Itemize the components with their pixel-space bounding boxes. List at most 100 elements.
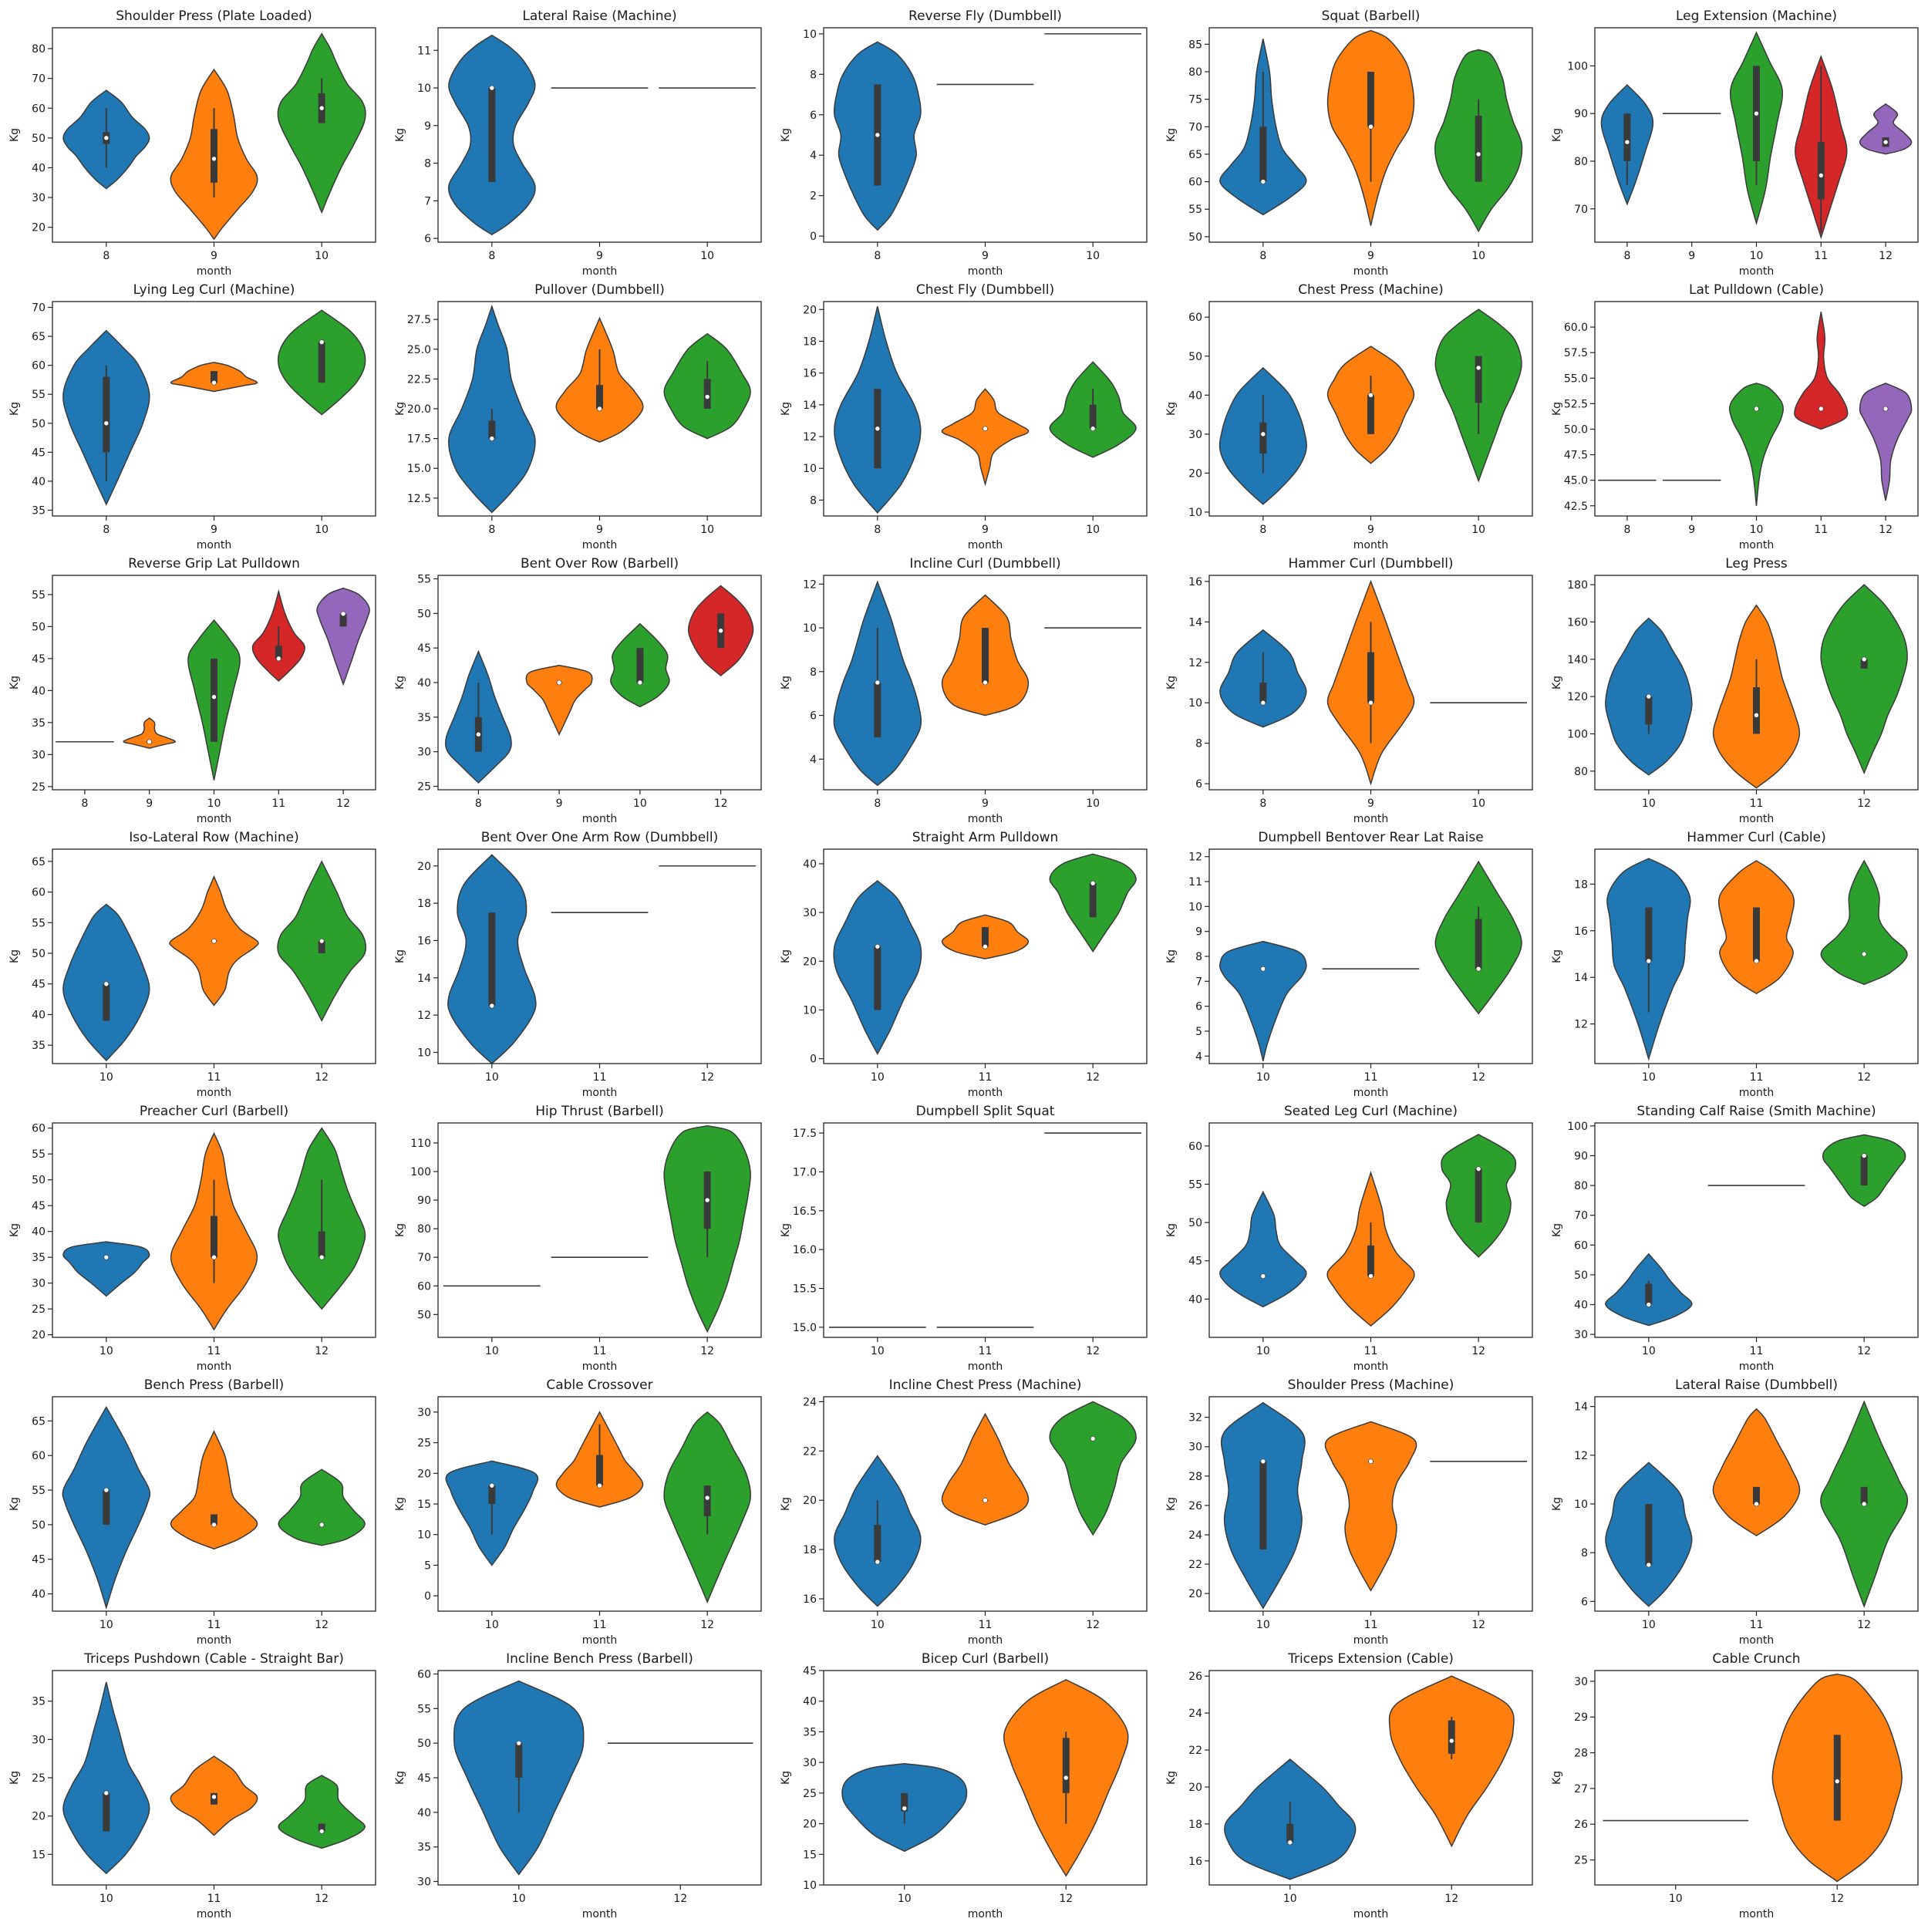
violin-body — [941, 1412, 1030, 1526]
y-tick-label: 55 — [32, 389, 46, 401]
x-tick-label: 10 — [1086, 250, 1100, 262]
y-tick-label: 50 — [1188, 1217, 1202, 1229]
violin-iqr-box — [874, 683, 881, 737]
x-axis-label: month — [197, 1908, 231, 1920]
violin-median-dot — [319, 1829, 325, 1834]
x-axis-label: month — [1353, 1908, 1388, 1920]
y-tick-label: 14 — [417, 973, 431, 985]
y-tick-label: 15.0 — [407, 463, 431, 475]
violin-median-dot — [1260, 1273, 1266, 1279]
violin-iqr-box — [211, 1514, 217, 1525]
y-tick-label: 57.5 — [1564, 347, 1588, 359]
y-tick-label: 20 — [32, 1811, 46, 1823]
y-tick-label: 11 — [1188, 876, 1202, 888]
x-tick-label: 10 — [315, 250, 329, 262]
y-axis-label: Kg — [1551, 128, 1563, 142]
violin-iqr-box — [1623, 113, 1631, 161]
violin-median-dot — [1090, 426, 1096, 432]
y-axis-label: Kg — [8, 1497, 21, 1511]
y-tick-label: 40 — [32, 476, 46, 488]
violin-median-dot — [319, 1522, 325, 1528]
violin-median-dot — [211, 1254, 217, 1260]
subplot-frame — [437, 1670, 762, 1886]
x-tick-label: 12 — [1086, 1345, 1100, 1357]
y-tick-label: 10 — [1574, 1499, 1588, 1511]
violin-iqr-box — [1286, 1823, 1294, 1843]
y-tick-label: 8 — [424, 158, 431, 170]
violin-iqr-box — [318, 1231, 325, 1258]
violin-median-dot — [489, 436, 495, 441]
y-tick-label: 47.5 — [1564, 450, 1588, 462]
subplot-frame — [823, 27, 1148, 243]
y-tick-label: 25 — [1574, 1855, 1588, 1867]
y-tick-label: 14 — [1574, 972, 1588, 984]
violin-median-dot — [211, 379, 217, 386]
y-tick-label: 35 — [803, 1726, 817, 1738]
x-tick-label: 8 — [488, 524, 495, 536]
subplot-frame — [1208, 27, 1533, 243]
x-tick-label: 8 — [874, 524, 881, 536]
subplot-title: Squat (Barbell) — [1322, 8, 1421, 24]
subplot: Iso-Lateral Row (Machine) 35 40 45 50 55 60 65 1… — [8, 830, 376, 1099]
y-axis-label: Kg — [780, 949, 792, 963]
y-tick-label: 60 — [32, 887, 46, 899]
y-tick-label: 30 — [32, 1734, 46, 1746]
y-tick-label: 35 — [32, 1696, 46, 1708]
x-tick-label: 8 — [1259, 250, 1266, 262]
y-tick-label: 30 — [1188, 429, 1202, 441]
y-tick-label: 24 — [1188, 1708, 1202, 1720]
y-tick-label: 16.5 — [793, 1205, 817, 1218]
y-tick-label: 28 — [1188, 1471, 1202, 1483]
subplot-frame — [437, 575, 762, 791]
y-tick-label: 90 — [1574, 108, 1588, 120]
violin-body — [62, 1681, 150, 1875]
violin-iqr-box — [488, 1485, 496, 1504]
y-tick-label: 5 — [1195, 1026, 1202, 1038]
violin-median-dot — [1646, 1562, 1652, 1568]
subplot: Triceps Pushdown (Cable - Straight Bar) 1… — [8, 1651, 376, 1920]
x-tick-label: 11 — [979, 1071, 993, 1084]
subplot-frame — [823, 848, 1148, 1064]
y-tick-label: 60 — [32, 1123, 46, 1135]
x-tick-label: 12 — [1086, 1619, 1100, 1631]
y-axis-label: Kg — [780, 128, 792, 142]
y-tick-label: 15 — [32, 1849, 46, 1861]
y-tick-label: 35 — [32, 504, 46, 517]
y-tick-label: 45 — [417, 1772, 431, 1785]
violin-median-dot — [1475, 966, 1481, 972]
y-tick-label: 65 — [32, 1415, 46, 1428]
y-tick-label: 16 — [1574, 926, 1588, 938]
subplot-frame — [437, 1396, 762, 1612]
subplot-frame — [823, 1122, 1148, 1338]
violin-iqr-box — [103, 376, 110, 453]
y-tick-label: 42.5 — [1564, 501, 1588, 513]
violin-iqr-box — [515, 1743, 523, 1778]
y-tick-label: 30 — [32, 1278, 46, 1290]
y-tick-label: 50 — [1188, 231, 1202, 244]
subplot-title: Iso-Lateral Row (Machine) — [129, 830, 298, 845]
x-tick-label: 10 — [871, 1345, 885, 1357]
violin-median-dot — [983, 1497, 988, 1503]
y-tick-label: 30 — [417, 1876, 431, 1889]
y-tick-label: 30 — [32, 192, 46, 204]
subplot: Incline Curl (Dumbbell) 4 6 8 10 12 8 9 10 month K… — [780, 556, 1148, 825]
y-tick-label: 40 — [1188, 1293, 1202, 1306]
y-tick-label: 8 — [810, 666, 817, 679]
y-tick-label: 12 — [1188, 851, 1202, 864]
violin-iqr-box — [1475, 116, 1482, 182]
subplot: Hammer Curl (Cable) 12 14 16 18 10 11 12 month Kg — [1551, 830, 1919, 1099]
y-tick-label: 22.5 — [407, 373, 431, 386]
x-tick-label: 8 — [475, 797, 482, 810]
subplot-title: Bent Over One Arm Row (Dumbbell) — [481, 830, 719, 845]
y-tick-label: 80 — [1574, 156, 1588, 168]
violin-median-dot — [704, 1495, 710, 1501]
x-axis-label: month — [1739, 1634, 1774, 1647]
subplot-title: Shoulder Press (Machine) — [1288, 1377, 1454, 1393]
x-tick-label: 12 — [1059, 1893, 1073, 1905]
y-tick-label: 25 — [32, 1303, 46, 1316]
violin-body — [1219, 940, 1307, 1061]
violin-iqr-box — [703, 379, 711, 409]
y-tick-label: 30 — [417, 747, 431, 759]
y-tick-label: 14 — [803, 400, 817, 412]
x-tick-label: 10 — [1750, 250, 1764, 262]
